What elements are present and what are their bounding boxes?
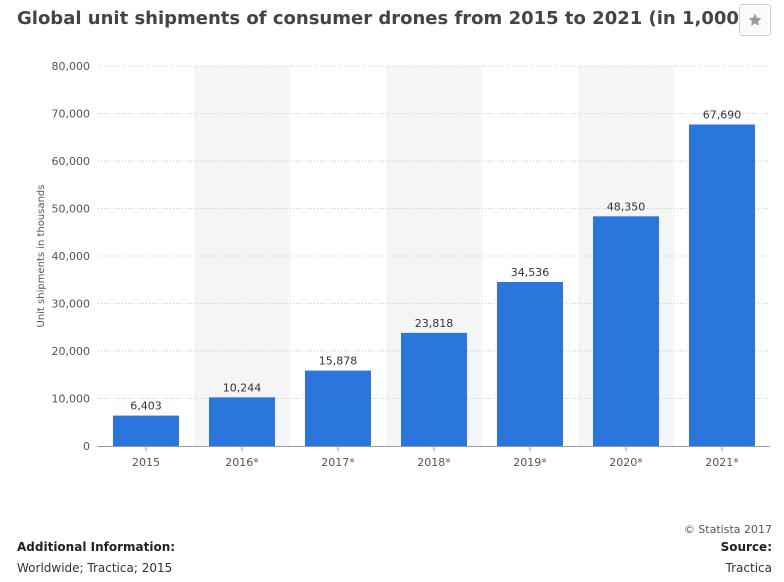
favorite-button[interactable] xyxy=(739,4,771,36)
source-text: Tractica xyxy=(725,561,772,575)
additional-info-text: Worldwide; Tractica; 2015 xyxy=(17,561,173,575)
bar-chart: 0 10,000 20,000 30,000 40,000 50,000 60,000 70,… xyxy=(36,60,770,469)
x-tick-label: 2016* xyxy=(225,456,259,469)
x-tick-label: 2017* xyxy=(321,456,355,469)
bar xyxy=(113,415,179,446)
y-tick-label: 80,000 xyxy=(52,60,91,73)
x-tick-label: 2019* xyxy=(513,456,547,469)
source-heading[interactable]: Source: xyxy=(720,540,772,554)
star-icon xyxy=(748,13,762,26)
y-tick-label: 30,000 xyxy=(52,298,91,311)
bar xyxy=(305,370,371,446)
bar xyxy=(689,124,755,446)
y-tick-label: 60,000 xyxy=(52,155,91,168)
y-tick-label: 50,000 xyxy=(52,203,91,216)
additional-info-heading[interactable]: Additional Information: xyxy=(17,540,176,554)
x-tick-label: 2015 xyxy=(132,456,160,469)
y-tick-label: 40,000 xyxy=(52,250,91,263)
x-tick-label: 2018* xyxy=(417,456,451,469)
bar xyxy=(593,216,659,446)
copyright-text: © Statista 2017 xyxy=(683,523,772,536)
data-label: 23,818 xyxy=(415,317,454,330)
y-tick-label: 0 xyxy=(83,440,90,453)
data-label: 67,690 xyxy=(703,108,742,121)
y-tick-label: 10,000 xyxy=(52,393,91,406)
y-tick-label: 20,000 xyxy=(52,345,91,358)
data-label: 34,536 xyxy=(511,266,550,279)
data-label: 6,403 xyxy=(130,400,162,413)
data-label: 10,244 xyxy=(223,381,262,394)
x-tick-label: 2020* xyxy=(609,456,643,469)
bar xyxy=(401,332,467,446)
x-tick-label: 2021* xyxy=(705,456,739,469)
bar xyxy=(497,281,563,446)
data-label: 48,350 xyxy=(607,200,646,213)
y-axis-label: Unit shipments in thousands xyxy=(36,185,47,328)
y-tick-label: 70,000 xyxy=(52,108,91,121)
data-label: 15,878 xyxy=(319,355,358,368)
bar xyxy=(209,397,275,446)
chart-title: Global unit shipments of consumer drones… xyxy=(17,8,758,29)
